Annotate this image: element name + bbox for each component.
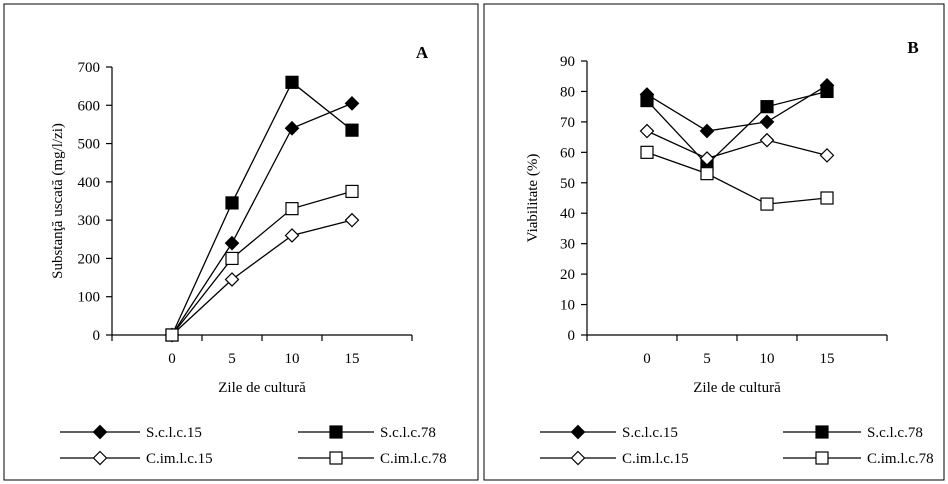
panel-border xyxy=(483,3,945,481)
data-point-c-im-l-c-15 xyxy=(284,228,300,243)
y-axis-title: Viabilitate (%) xyxy=(525,154,541,243)
legend-marker xyxy=(815,451,829,465)
data-point-c-im-l-c-15 xyxy=(819,148,835,163)
y-tick-label: 300 xyxy=(78,213,101,229)
y-tick-label: 40 xyxy=(560,206,575,222)
series-line-c-im-l-c-78 xyxy=(646,151,828,205)
legend-label: S.c.l.c.78 xyxy=(867,425,923,441)
data-point-s-c-l-c-15 xyxy=(759,114,775,130)
data-point-c-im-l-c-78 xyxy=(225,251,239,266)
series-line-c-im-l-c-78 xyxy=(171,190,353,336)
data-point-c-im-l-c-78 xyxy=(760,197,774,211)
y-tick-label: 50 xyxy=(560,176,575,192)
data-point-s-c-l-c-78 xyxy=(760,100,774,114)
data-point-s-c-l-c-15 xyxy=(699,123,715,139)
panel-label: B xyxy=(907,38,918,57)
data-point-s-c-l-c-78 xyxy=(345,123,359,137)
series-line-s-c-l-c-15 xyxy=(646,84,828,132)
y-tick-label: 100 xyxy=(78,290,101,306)
data-point-s-c-l-c-15 xyxy=(284,120,300,136)
y-tick-label: 80 xyxy=(560,84,575,100)
data-point-s-c-l-c-78 xyxy=(225,196,239,210)
legend-marker xyxy=(329,451,343,465)
x-tick-label: 15 xyxy=(820,351,835,367)
y-tick-label: 500 xyxy=(78,137,101,153)
x-tick-label: 15 xyxy=(345,351,360,367)
legend-marker xyxy=(570,450,586,466)
data-point-c-im-l-c-78 xyxy=(820,191,834,205)
data-point-c-im-l-c-78 xyxy=(700,167,714,181)
series-line-s-c-l-c-15 xyxy=(171,102,353,336)
legend-marker xyxy=(329,425,343,439)
y-tick-label: 70 xyxy=(560,115,575,131)
series-line-c-im-l-c-15 xyxy=(646,130,828,160)
x-tick-label: 0 xyxy=(643,351,651,367)
data-point-c-im-l-c-78 xyxy=(285,202,299,216)
legend-marker xyxy=(92,450,108,466)
legend-marker xyxy=(92,424,108,440)
legend-marker xyxy=(570,424,586,440)
data-point-c-im-l-c-15 xyxy=(699,151,715,166)
x-tick-label: 5 xyxy=(228,351,236,367)
chart-panel-a: A 0 100 200 300 400 500 600 700 0 5 10 15 Zile de cul… xyxy=(3,3,479,481)
x-tick-label: 10 xyxy=(760,351,775,367)
x-axis-title: Zile de cultură xyxy=(218,380,306,396)
legend-label: S.c.l.c.78 xyxy=(380,425,436,441)
legend-marker xyxy=(815,425,829,439)
x-tick-label: 5 xyxy=(703,351,711,367)
chart-panel-b: B 0 10 20 30 40 50 60 70 80 90 0 5 10 15 Zile de cultur… xyxy=(483,3,945,481)
legend-label: C.im.l.c.78 xyxy=(867,451,934,467)
y-tick-label: 0 xyxy=(93,328,101,344)
data-point-c-im-l-c-15 xyxy=(759,132,775,148)
y-tick-label: 20 xyxy=(560,267,575,283)
legend-label: S.c.l.c.15 xyxy=(622,425,678,441)
x-tick-label: 0 xyxy=(168,351,176,367)
data-point-s-c-l-c-15 xyxy=(344,96,360,111)
y-tick-label: 10 xyxy=(560,298,575,314)
data-point-c-im-l-c-78 xyxy=(165,328,179,342)
data-point-c-im-l-c-15 xyxy=(224,272,240,287)
data-point-s-c-l-c-78 xyxy=(820,84,834,99)
data-point-c-im-l-c-78 xyxy=(345,184,359,199)
panel-label: A xyxy=(416,43,429,62)
legend-label: C.im.l.c.15 xyxy=(146,451,213,467)
series-line-s-c-l-c-78 xyxy=(646,90,828,166)
y-tick-label: 400 xyxy=(78,175,101,191)
y-tick-label: 90 xyxy=(560,54,575,70)
series-line-s-c-l-c-78 xyxy=(171,81,353,336)
series-line-c-im-l-c-15 xyxy=(171,219,353,336)
legend-label: S.c.l.c.15 xyxy=(146,425,202,441)
y-tick-label: 30 xyxy=(560,237,575,253)
data-point-c-im-l-c-15 xyxy=(639,123,655,139)
legend-label: C.im.l.c.78 xyxy=(380,451,447,467)
panel-border xyxy=(3,3,479,481)
y-tick-label: 600 xyxy=(78,98,101,114)
data-point-s-c-l-c-15 xyxy=(224,235,240,251)
data-point-c-im-l-c-15 xyxy=(344,212,360,228)
y-tick-label: 200 xyxy=(78,251,101,267)
x-tick-label: 10 xyxy=(285,351,300,367)
y-tick-label: 0 xyxy=(568,328,576,344)
x-axis-title: Zile de cultură xyxy=(693,380,781,396)
y-tick-label: 60 xyxy=(560,145,575,161)
data-point-s-c-l-c-78 xyxy=(285,75,299,89)
y-axis-title: Substanţă uscată (mg/l/zi) xyxy=(50,123,66,279)
y-tick-label: 700 xyxy=(78,60,101,76)
data-point-s-c-l-c-78 xyxy=(640,93,654,108)
data-point-c-im-l-c-78 xyxy=(640,145,654,159)
legend-label: C.im.l.c.15 xyxy=(622,451,689,467)
